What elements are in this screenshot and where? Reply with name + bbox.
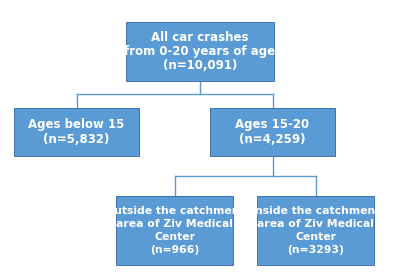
Text: Center: Center [154, 232, 195, 242]
Text: from 0-20 years of age: from 0-20 years of age [124, 45, 276, 58]
Text: Inside the catchment: Inside the catchment [251, 206, 380, 216]
Text: (n=966): (n=966) [150, 245, 199, 255]
FancyBboxPatch shape [126, 22, 274, 81]
Text: Ages 15-20: Ages 15-20 [236, 118, 310, 131]
Text: All car crashes: All car crashes [151, 31, 249, 44]
Text: (n=5,832): (n=5,832) [43, 133, 110, 146]
Text: (n=10,091): (n=10,091) [163, 59, 237, 72]
FancyBboxPatch shape [257, 196, 374, 265]
FancyBboxPatch shape [210, 108, 335, 156]
Text: Center: Center [295, 232, 336, 242]
Text: (n=4,259): (n=4,259) [239, 133, 306, 146]
FancyBboxPatch shape [116, 196, 233, 265]
FancyBboxPatch shape [14, 108, 139, 156]
Text: Outside the catchment: Outside the catchment [105, 206, 244, 216]
Text: (n=3293): (n=3293) [287, 245, 344, 255]
Text: area of Ziv Medical: area of Ziv Medical [257, 219, 374, 229]
Text: area of Ziv Medical: area of Ziv Medical [116, 219, 233, 229]
Text: Ages below 15: Ages below 15 [28, 118, 125, 131]
